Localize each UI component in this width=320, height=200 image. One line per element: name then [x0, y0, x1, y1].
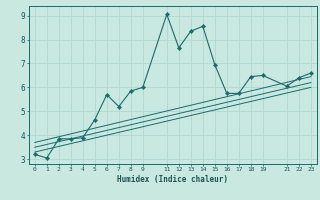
X-axis label: Humidex (Indice chaleur): Humidex (Indice chaleur): [117, 175, 228, 184]
